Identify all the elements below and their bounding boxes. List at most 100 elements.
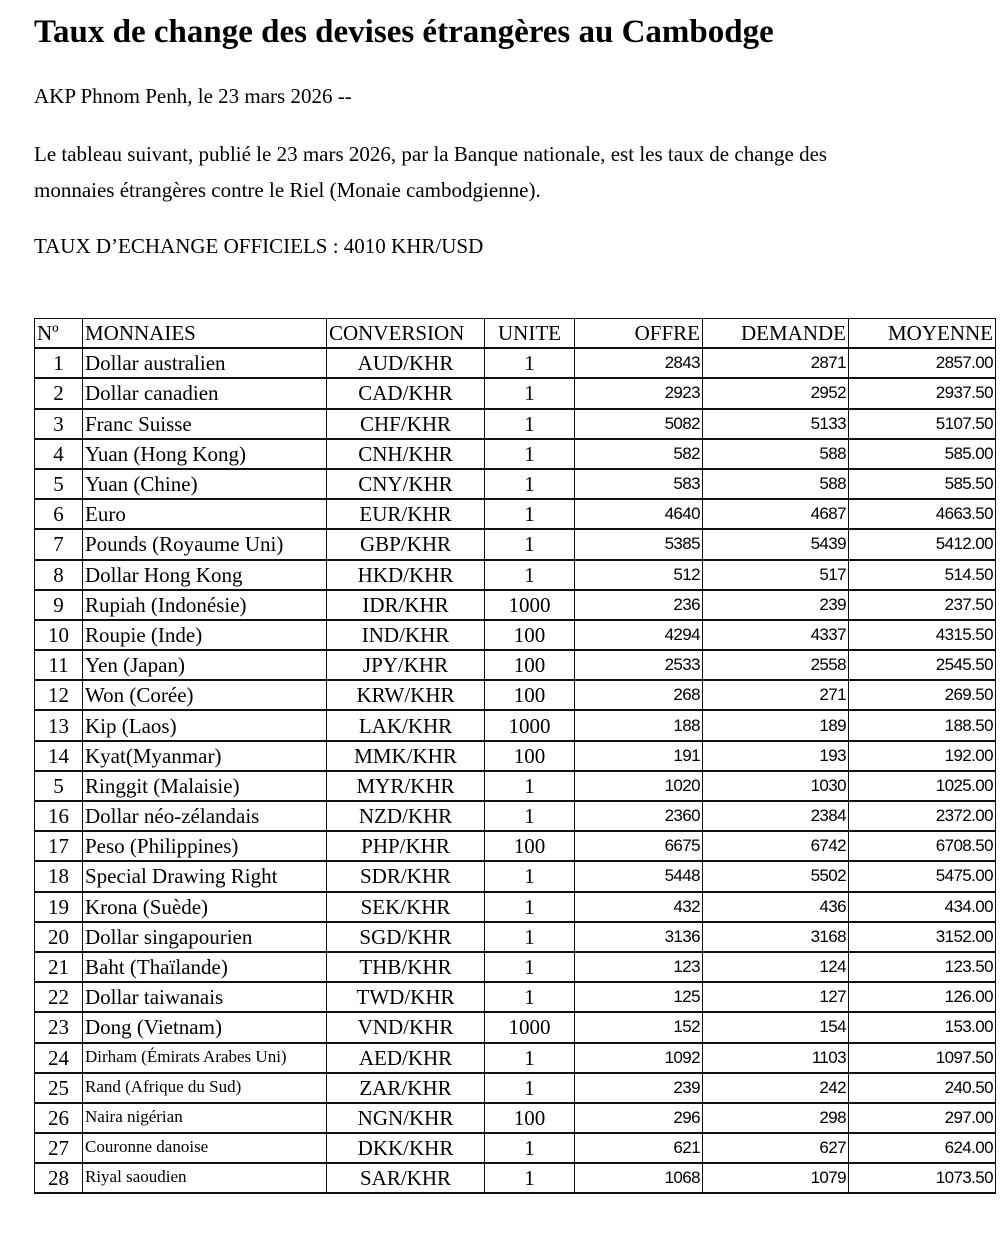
row-number: 9 <box>34 589 83 621</box>
ask-rate: 242 <box>702 1072 849 1104</box>
ask-rate: 2558 <box>702 649 849 681</box>
ask-rate: 4687 <box>702 498 849 530</box>
ask-rate: 271 <box>702 679 849 711</box>
table-row: 19 Krona (Suède) SEK/KHR 1 432 436 434.00 <box>34 891 996 923</box>
table-row: 20 Dollar singapourien SGD/KHR 1 3136 3168 315… <box>34 921 996 953</box>
average-rate: 188.50 <box>848 709 996 742</box>
currency-name: Dollar singapourien <box>82 921 327 953</box>
conversion-pair: MMK/KHR <box>326 740 485 772</box>
ask-rate: 6742 <box>702 830 849 862</box>
row-number: 2 <box>34 377 83 410</box>
intro-line-2: monnaies étrangères contre le Riel (Mona… <box>34 178 541 202</box>
ask-rate: 1079 <box>702 1162 849 1194</box>
currency-name: Dollar taiwanais <box>82 981 327 1013</box>
exchange-rate-table: Nº MONNAIES CONVERSION UNITE OFFRE DEMAN… <box>34 318 996 1194</box>
currency-name: Special Drawing Right <box>82 860 327 893</box>
conversion-pair: CNH/KHR <box>326 438 485 470</box>
average-rate: 297.00 <box>848 1102 996 1134</box>
currency-name: Riyal saoudien <box>82 1162 327 1194</box>
row-number: 7 <box>34 528 83 561</box>
average-rate: 1097.50 <box>848 1041 996 1074</box>
currency-name: Naira nigérian <box>82 1102 327 1134</box>
conversion-pair: MYR/KHR <box>326 770 485 802</box>
average-rate: 5475.00 <box>848 860 996 893</box>
row-number: 8 <box>34 558 83 591</box>
row-number: 4 <box>34 438 83 470</box>
ask-rate: 127 <box>702 981 849 1013</box>
bid-rate: 5082 <box>574 408 703 440</box>
bid-rate: 621 <box>574 1132 703 1164</box>
ask-rate: 4337 <box>702 619 849 651</box>
row-number: 20 <box>34 921 83 953</box>
header-ask: DEMANDE <box>702 318 849 349</box>
unit: 100 <box>484 740 575 772</box>
row-number: 14 <box>34 740 83 772</box>
ask-rate: 5133 <box>702 408 849 440</box>
conversion-pair: IND/KHR <box>326 619 485 651</box>
row-number: 18 <box>34 860 83 893</box>
currency-name: Roupie (Inde) <box>82 619 327 651</box>
ask-rate: 239 <box>702 589 849 621</box>
bid-rate: 125 <box>574 981 703 1013</box>
conversion-pair: TWD/KHR <box>326 981 485 1013</box>
row-number: 26 <box>34 1102 83 1134</box>
table-row: 2 Dollar canadien CAD/KHR 1 2923 2952 2937.50 <box>34 377 996 410</box>
table-row: 25 Rand (Afrique du Sud) ZAR/KHR 1 239 242 240… <box>34 1072 996 1104</box>
table-row: 4 Yuan (Hong Kong) CNH/KHR 1 582 588 585.00 <box>34 438 996 470</box>
conversion-pair: SDR/KHR <box>326 860 485 893</box>
unit: 100 <box>484 679 575 711</box>
unit: 1 <box>484 860 575 893</box>
bid-rate: 236 <box>574 589 703 621</box>
table-row: 16 Dollar néo-zélandais NZD/KHR 1 2360 2384 23… <box>34 800 996 832</box>
ask-rate: 2952 <box>702 377 849 410</box>
header-conversion: CONVERSION <box>326 318 485 349</box>
unit: 100 <box>484 830 575 862</box>
ask-rate: 517 <box>702 558 849 591</box>
bid-rate: 5385 <box>574 528 703 561</box>
row-number: 27 <box>34 1132 83 1164</box>
row-number: 28 <box>34 1162 83 1194</box>
row-number: 10 <box>34 619 83 651</box>
ask-rate: 193 <box>702 740 849 772</box>
conversion-pair: SGD/KHR <box>326 921 485 953</box>
table-row: 1 Dollar australien AUD/KHR 1 2843 2871 2857.0… <box>34 347 996 379</box>
table-row: 18 Special Drawing Right SDR/KHR 1 5448 5502 5… <box>34 860 996 893</box>
unit: 1 <box>484 438 575 470</box>
average-rate: 2937.50 <box>848 377 996 410</box>
table-header-row: Nº MONNAIES CONVERSION UNITE OFFRE DEMAN… <box>34 318 996 349</box>
average-rate: 269.50 <box>848 679 996 711</box>
average-rate: 1025.00 <box>848 770 996 802</box>
row-number: 5 <box>34 770 83 802</box>
row-number: 1 <box>34 347 83 379</box>
table-row: 13 Kip (Laos) LAK/KHR 1000 188 189 188.50 <box>34 709 996 742</box>
unit: 1 <box>484 408 575 440</box>
unit: 1 <box>484 528 575 561</box>
table-row: 27 Couronne danoise DKK/KHR 1 621 627 624.00 <box>34 1132 996 1164</box>
average-rate: 153.00 <box>848 1011 996 1044</box>
unit: 1 <box>484 1132 575 1164</box>
currency-name: Rand (Afrique du Sud) <box>82 1072 327 1104</box>
table-row: 10 Roupie (Inde) IND/KHR 100 4294 4337 4315.50 <box>34 619 996 651</box>
currency-name: Dong (Vietnam) <box>82 1011 327 1044</box>
currency-name: Peso (Philippines) <box>82 830 327 862</box>
conversion-pair: JPY/KHR <box>326 649 485 681</box>
bid-rate: 512 <box>574 558 703 591</box>
row-number: 19 <box>34 891 83 923</box>
table-row: 12 Won (Corée) KRW/KHR 100 268 271 269.50 <box>34 679 996 711</box>
average-rate: 4315.50 <box>848 619 996 651</box>
unit: 1 <box>484 770 575 802</box>
bid-rate: 4294 <box>574 619 703 651</box>
currency-name: Yuan (Hong Kong) <box>82 438 327 470</box>
bid-rate: 239 <box>574 1072 703 1104</box>
conversion-pair: LAK/KHR <box>326 709 485 742</box>
average-rate: 3152.00 <box>848 921 996 953</box>
row-number: 24 <box>34 1041 83 1074</box>
average-rate: 514.50 <box>848 558 996 591</box>
currency-name: Couronne danoise <box>82 1132 327 1164</box>
unit: 1 <box>484 1162 575 1194</box>
row-number: 16 <box>34 800 83 832</box>
average-rate: 2545.50 <box>848 649 996 681</box>
conversion-pair: SAR/KHR <box>326 1162 485 1194</box>
unit: 1 <box>484 498 575 530</box>
average-rate: 126.00 <box>848 981 996 1013</box>
